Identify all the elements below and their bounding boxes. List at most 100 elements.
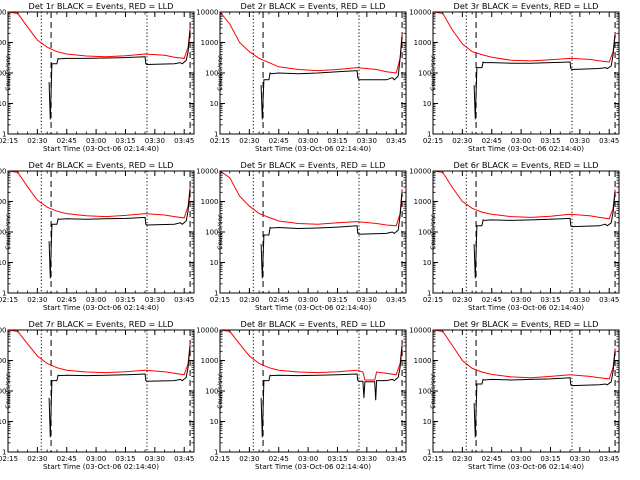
panel-title: Det 7r BLACK = Events, RED = LLD: [29, 319, 174, 329]
x-tick-label: 02:30: [239, 296, 259, 304]
x-tick-label: 03:30: [145, 137, 165, 145]
y-tick-label: 10000: [409, 327, 431, 335]
events-series-line: [473, 351, 616, 438]
x-tick-label: 03:00: [511, 455, 531, 463]
y-tick-label: 10: [423, 418, 432, 426]
x-tick-label: 02:45: [269, 455, 289, 463]
detector-panel: Det 2r BLACK = Events, RED = LLDCounts/s…: [196, 1, 407, 153]
plot-frame: [7, 170, 195, 294]
x-tick-label: 02:30: [452, 137, 472, 145]
panel-title: Det 3r BLACK = Events, RED = LLD: [454, 1, 599, 11]
y-tick-label: 1: [2, 131, 6, 139]
x-tick-label: 03:15: [327, 455, 347, 463]
detector-panel: Det 4r BLACK = Events, RED = LLDCounts/s…: [0, 160, 195, 312]
events-series-line: [48, 30, 191, 120]
x-tick-label: 02:30: [239, 455, 259, 463]
y-tick-label: 10000: [0, 168, 7, 176]
x-tick-label: 03:15: [115, 296, 135, 304]
y-tick-label: 10000: [196, 327, 218, 335]
y-tick-label: 10: [423, 259, 432, 267]
y-tick-label: 100: [418, 388, 431, 396]
x-tick-label: 03:30: [145, 296, 165, 304]
detector-panel: Det 8r BLACK = Events, RED = LLDCounts/s…: [196, 319, 407, 471]
lld-series-line: [433, 171, 616, 220]
y-tick-label: 10000: [196, 9, 218, 17]
x-tick-label: 03:30: [145, 455, 165, 463]
lld-series-line: [8, 330, 191, 376]
x-tick-label: 02:15: [210, 296, 230, 304]
y-tick-label: 100: [205, 388, 218, 396]
y-tick-label: 1: [427, 449, 431, 457]
x-tick-label: 02:15: [0, 455, 18, 463]
x-axis-label: Start Time (03-Oct-06 02:14:40): [468, 144, 584, 153]
detector-panel: Det 1r BLACK = Events, RED = LLDCounts/s…: [0, 1, 195, 153]
x-axis-label: Start Time (03-Oct-06 02:14:40): [43, 462, 159, 471]
x-tick-label: 03:45: [386, 455, 406, 463]
panel-title: Det 8r BLACK = Events, RED = LLD: [241, 319, 386, 329]
x-axis-label: Start Time (03-Oct-06 02:14:40): [255, 144, 371, 153]
x-tick-label: 02:45: [269, 296, 289, 304]
x-tick-label: 02:30: [239, 137, 259, 145]
y-tick-label: 100: [0, 229, 7, 237]
panel-title: Det 4r BLACK = Events, RED = LLD: [29, 160, 174, 170]
plot-frame: [432, 329, 620, 453]
lld-series-line: [220, 12, 403, 74]
events-series-line: [260, 192, 403, 279]
x-axis-label: Start Time (03-Oct-06 02:14:40): [468, 462, 584, 471]
x-tick-label: 02:15: [0, 296, 18, 304]
y-tick-label: 1000: [0, 198, 7, 206]
y-tick-label: 1: [214, 131, 218, 139]
x-axis-label: Start Time (03-Oct-06 02:14:40): [43, 303, 159, 312]
x-tick-label: 03:45: [599, 296, 619, 304]
y-tick-label: 1000: [0, 357, 7, 365]
events-series-line: [48, 345, 191, 438]
events-series-line: [48, 189, 191, 279]
lld-series-line: [433, 12, 616, 63]
detector-panel: Det 6r BLACK = Events, RED = LLDCounts/s…: [409, 160, 620, 312]
y-tick-label: 10: [0, 418, 7, 426]
x-tick-label: 02:30: [27, 455, 47, 463]
y-tick-label: 1000: [414, 198, 432, 206]
lld-series-line: [220, 171, 403, 227]
y-tick-label: 10: [210, 100, 219, 108]
x-tick-label: 02:45: [57, 137, 77, 145]
y-tick-label: 1: [427, 290, 431, 298]
lld-series-line: [220, 330, 403, 381]
x-tick-label: 03:45: [174, 137, 194, 145]
y-tick-label: 1: [214, 290, 218, 298]
x-tick-label: 02:45: [482, 137, 502, 145]
events-series-line: [473, 34, 616, 120]
x-tick-label: 03:00: [298, 137, 318, 145]
y-tick-label: 1000: [414, 39, 432, 47]
x-tick-label: 02:45: [482, 296, 502, 304]
y-tick-label: 1000: [414, 357, 432, 365]
x-tick-label: 03:00: [86, 455, 106, 463]
x-tick-label: 03:30: [570, 137, 590, 145]
x-tick-label: 02:15: [210, 455, 230, 463]
x-tick-label: 02:45: [57, 296, 77, 304]
x-tick-label: 03:45: [599, 455, 619, 463]
detector-panel: Det 7r BLACK = Events, RED = LLDCounts/s…: [0, 319, 195, 471]
y-tick-label: 1000: [0, 39, 7, 47]
x-tick-label: 03:00: [298, 296, 318, 304]
x-tick-label: 02:15: [0, 137, 18, 145]
y-tick-label: 1000: [201, 39, 219, 47]
x-axis-label: Start Time (03-Oct-06 02:14:40): [255, 303, 371, 312]
x-axis-label: Start Time (03-Oct-06 02:14:40): [255, 462, 371, 471]
panel-title: Det 5r BLACK = Events, RED = LLD: [241, 160, 386, 170]
panel-title: Det 9r BLACK = Events, RED = LLD: [454, 319, 599, 329]
x-tick-label: 03:30: [357, 137, 377, 145]
y-tick-label: 100: [0, 70, 7, 78]
x-tick-label: 02:30: [27, 137, 47, 145]
y-tick-label: 1: [214, 449, 218, 457]
y-tick-label: 10000: [409, 9, 431, 17]
x-tick-label: 02:45: [57, 455, 77, 463]
y-tick-label: 10: [423, 100, 432, 108]
y-tick-label: 100: [418, 70, 431, 78]
y-tick-label: 10: [0, 100, 7, 108]
lld-series-line: [8, 171, 191, 219]
x-tick-label: 02:15: [210, 137, 230, 145]
x-tick-label: 03:00: [86, 296, 106, 304]
x-tick-label: 02:15: [423, 137, 443, 145]
